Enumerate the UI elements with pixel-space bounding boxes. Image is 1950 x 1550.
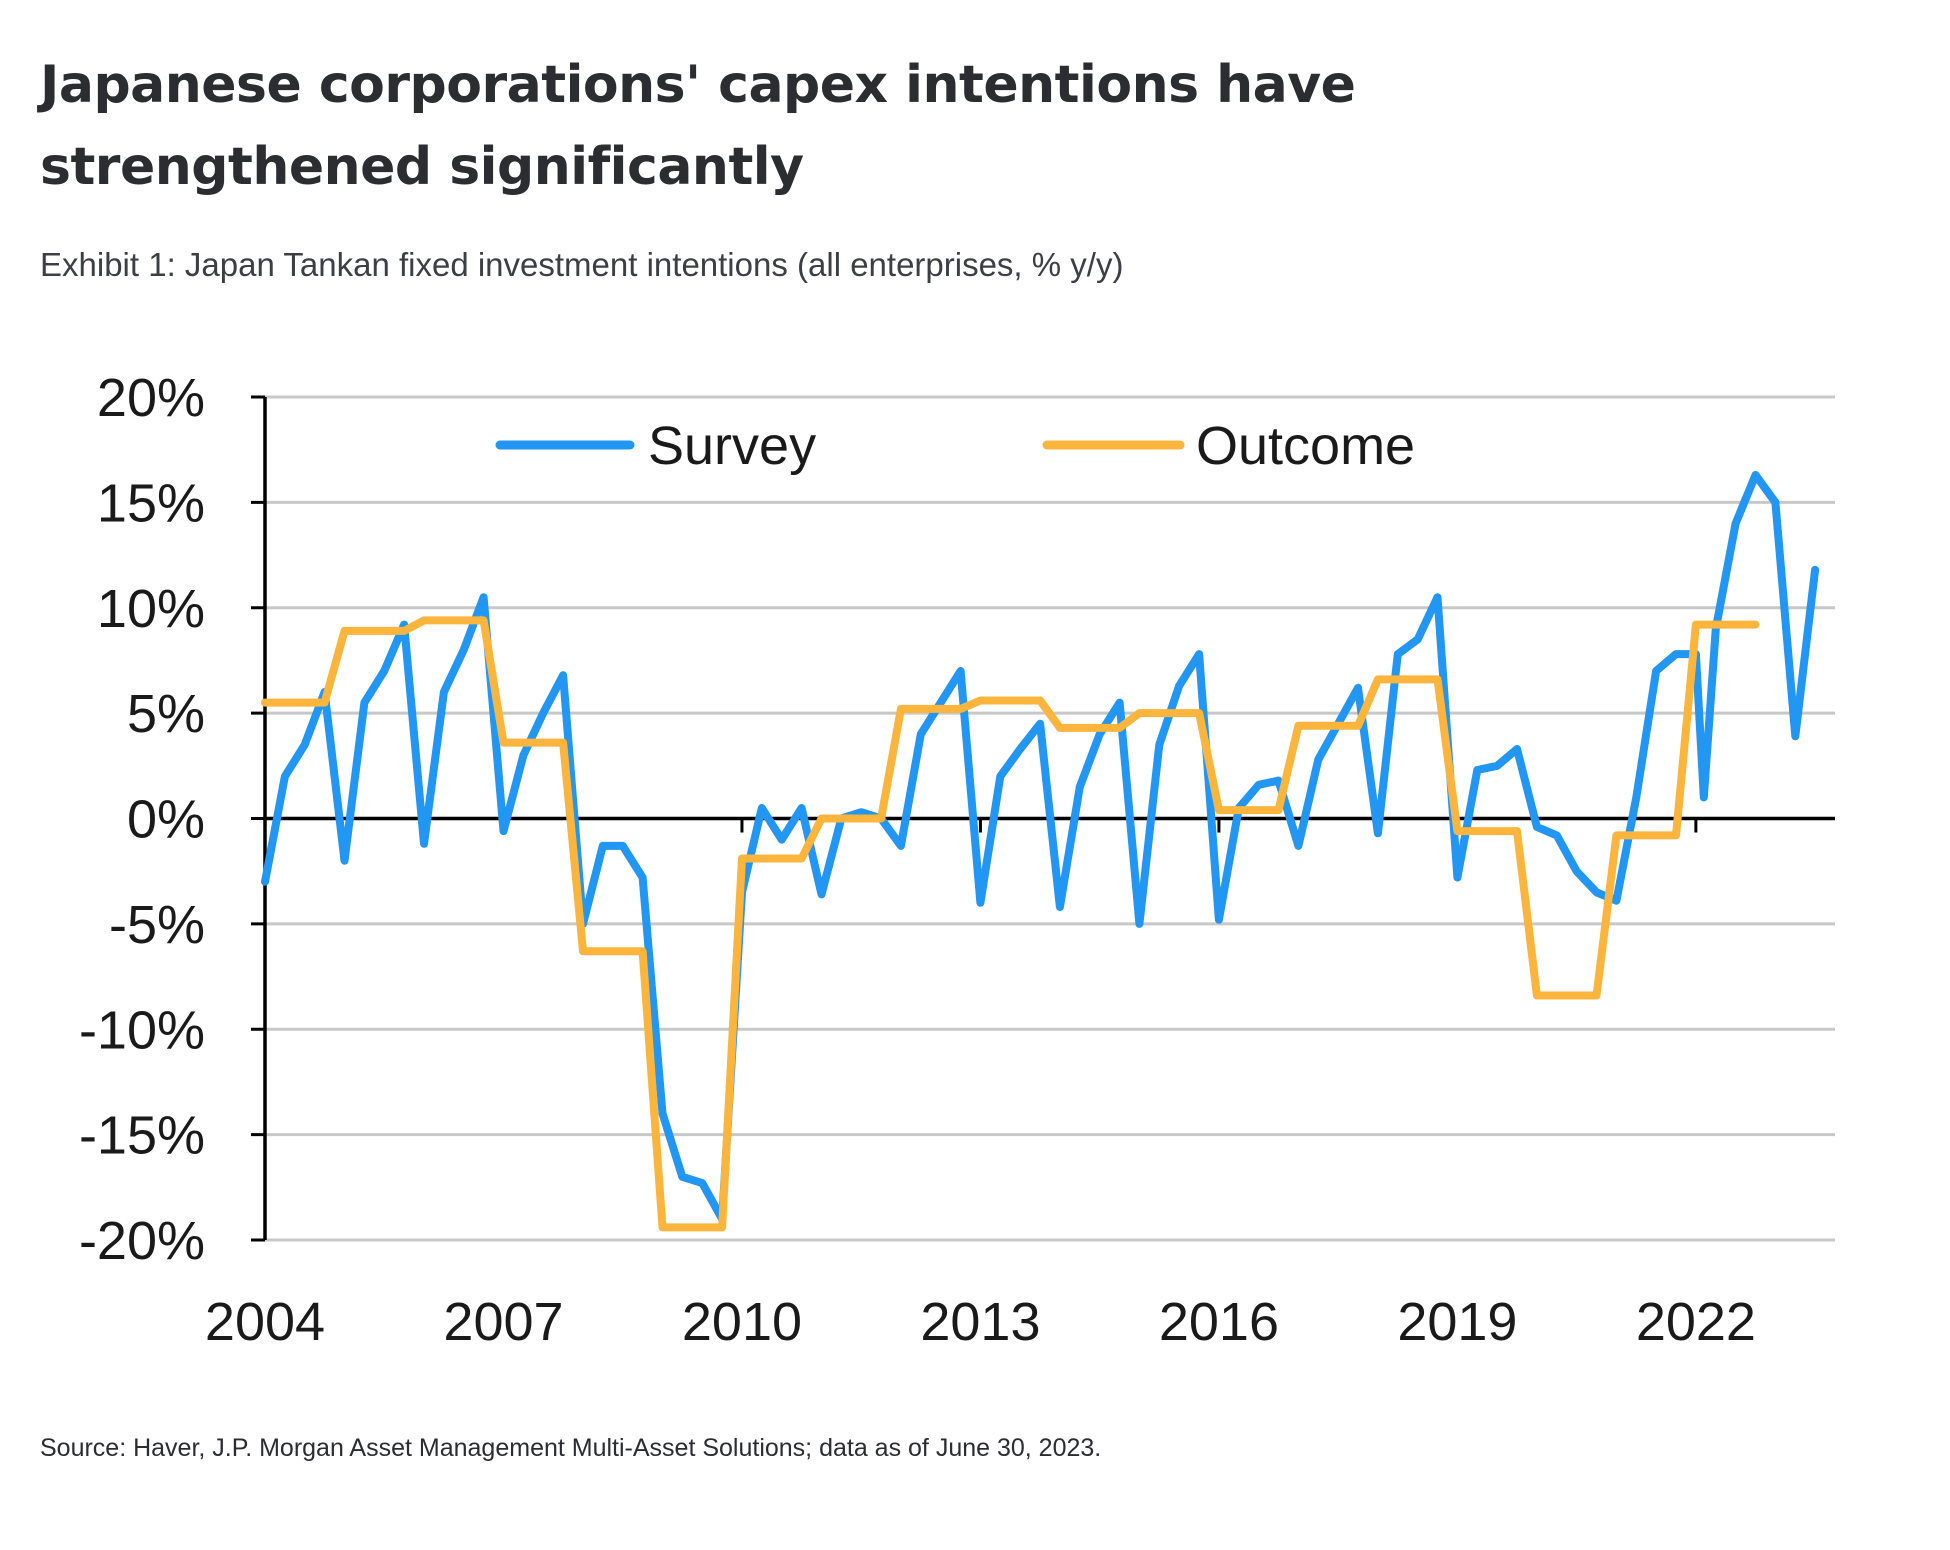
y-tick-label: -5%: [109, 895, 205, 955]
series-lines: [261, 471, 1820, 1232]
x-tick-label: 2022: [1636, 1292, 1756, 1352]
y-tick-label: 15%: [97, 473, 205, 533]
series-line-outcome: [261, 616, 1760, 1232]
y-tick-label: 5%: [127, 684, 205, 744]
legend: Survey Outcome: [495, 416, 1415, 476]
x-tick-label: 2004: [205, 1292, 325, 1352]
x-tick-label: 2016: [1159, 1292, 1279, 1352]
y-tick-label: 10%: [97, 579, 205, 639]
series-line-survey: [261, 471, 1820, 1223]
x-tick-label: 2019: [1397, 1292, 1517, 1352]
y-tick-label: 0%: [127, 790, 205, 850]
source-note: Source: Haver, J.P. Morgan Asset Managem…: [40, 1434, 1102, 1462]
page-title: Japanese corporations' capex intentions …: [40, 55, 1356, 197]
y-tick-label: 20%: [97, 368, 205, 428]
y-tick-label: -20%: [79, 1211, 205, 1271]
x-tick-label: 2007: [443, 1292, 563, 1352]
chart-subtitle: Exhibit 1: Japan Tankan fixed investment…: [40, 246, 1124, 283]
x-tick-label: 2010: [682, 1292, 802, 1352]
axes: 20% 15% 10% 5% 0% -5% -10% -15% -20%2004 2007 2010…: [79, 368, 1835, 1352]
y-tick-label: -10%: [79, 1000, 205, 1060]
legend-label-survey: Survey: [648, 416, 816, 476]
x-tick-label: 2013: [920, 1292, 1040, 1352]
y-tick-label: -15%: [79, 1106, 205, 1166]
legend-label-outcome: Outcome: [1196, 416, 1415, 476]
